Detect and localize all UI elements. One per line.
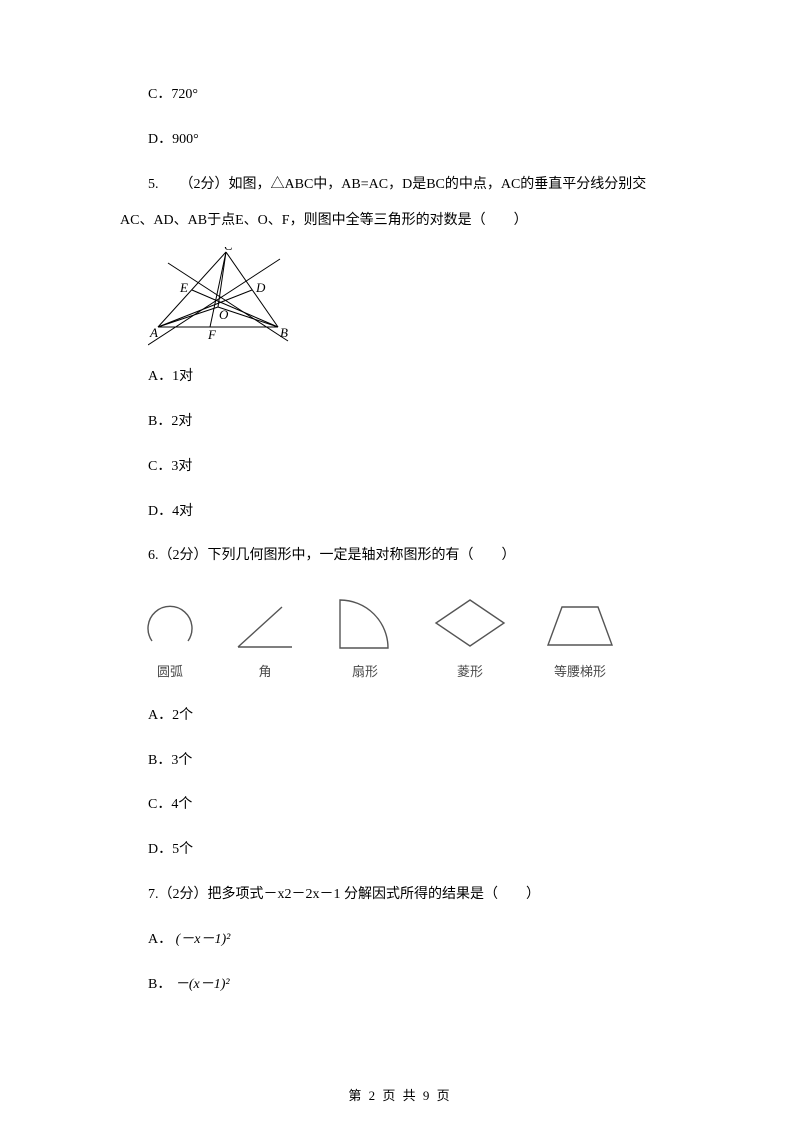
svg-text:A: A — [149, 325, 158, 340]
q6-option-c: C．4个 — [120, 790, 680, 821]
q7-a-prefix: A． — [148, 932, 172, 947]
shape-rhombus-label: 菱形 — [430, 658, 510, 687]
q6-text: 6.（2分）下列几何图形中，一定是轴对称图形的有（ ） — [120, 541, 680, 572]
svg-text:B: B — [280, 325, 288, 340]
q7-option-a: A． (－x－1)² — [120, 925, 680, 956]
shape-trapezoid-label: 等腰梯形 — [540, 658, 620, 687]
arc-icon — [140, 597, 200, 652]
q7-b-formula: －(x－1)² — [175, 977, 230, 992]
shape-angle-label: 角 — [230, 658, 300, 687]
shape-arc-label: 圆弧 — [140, 658, 200, 687]
q5-triangle-figure: A B C D E OF — [148, 247, 680, 352]
q5-text-line2: AC、AD、AB于点E、O、F，则图中全等三角形的对数是（ ） — [120, 206, 680, 237]
q5-option-b: B．2对 — [120, 407, 680, 438]
page-footer: 第 2 页 共 9 页 — [0, 1085, 800, 1104]
angle-icon — [230, 597, 300, 652]
triangle-svg: A B C D E OF — [148, 247, 298, 352]
svg-text:E: E — [179, 280, 188, 295]
q7-option-b: B． －(x－1)² — [120, 970, 680, 1001]
q6-option-d: D．5个 — [120, 835, 680, 866]
q6-option-a: A．2个 — [120, 701, 680, 732]
svg-text:O: O — [219, 307, 229, 322]
svg-text:C: C — [224, 247, 233, 253]
option-c-720: C．720° — [120, 80, 680, 111]
shape-sector-label: 扇形 — [330, 658, 400, 687]
q7-b-prefix: B． — [148, 977, 171, 992]
shape-sector-col: 扇形 — [330, 590, 400, 687]
shapes-row: 圆弧 角 扇形 菱形 等腰梯形 — [140, 590, 680, 687]
sector-icon — [330, 590, 400, 652]
q7-a-formula: (－x－1)² — [176, 932, 231, 947]
page-content: C．720° D．900° 5. （2分）如图，△ABC中，AB=AC，D是BC… — [0, 0, 800, 1046]
q5-option-d: D．4对 — [120, 497, 680, 528]
rhombus-icon — [430, 594, 510, 652]
svg-text:D: D — [255, 280, 266, 295]
q5-option-c: C．3对 — [120, 452, 680, 483]
shape-angle-col: 角 — [230, 597, 300, 687]
shape-rhombus-col: 菱形 — [430, 594, 510, 687]
shape-trapezoid-col: 等腰梯形 — [540, 597, 620, 687]
shape-arc-col: 圆弧 — [140, 597, 200, 687]
q5-option-a: A．1对 — [120, 362, 680, 393]
trapezoid-icon — [540, 597, 620, 652]
svg-text:F: F — [207, 327, 217, 342]
q6-option-b: B．3个 — [120, 746, 680, 777]
q7-text: 7.（2分）把多项式－x2－2x－1 分解因式所得的结果是（ ） — [120, 880, 680, 911]
q5-text-line1: 5. （2分）如图，△ABC中，AB=AC，D是BC的中点，AC的垂直平分线分别… — [120, 170, 680, 201]
option-d-900: D．900° — [120, 125, 680, 156]
